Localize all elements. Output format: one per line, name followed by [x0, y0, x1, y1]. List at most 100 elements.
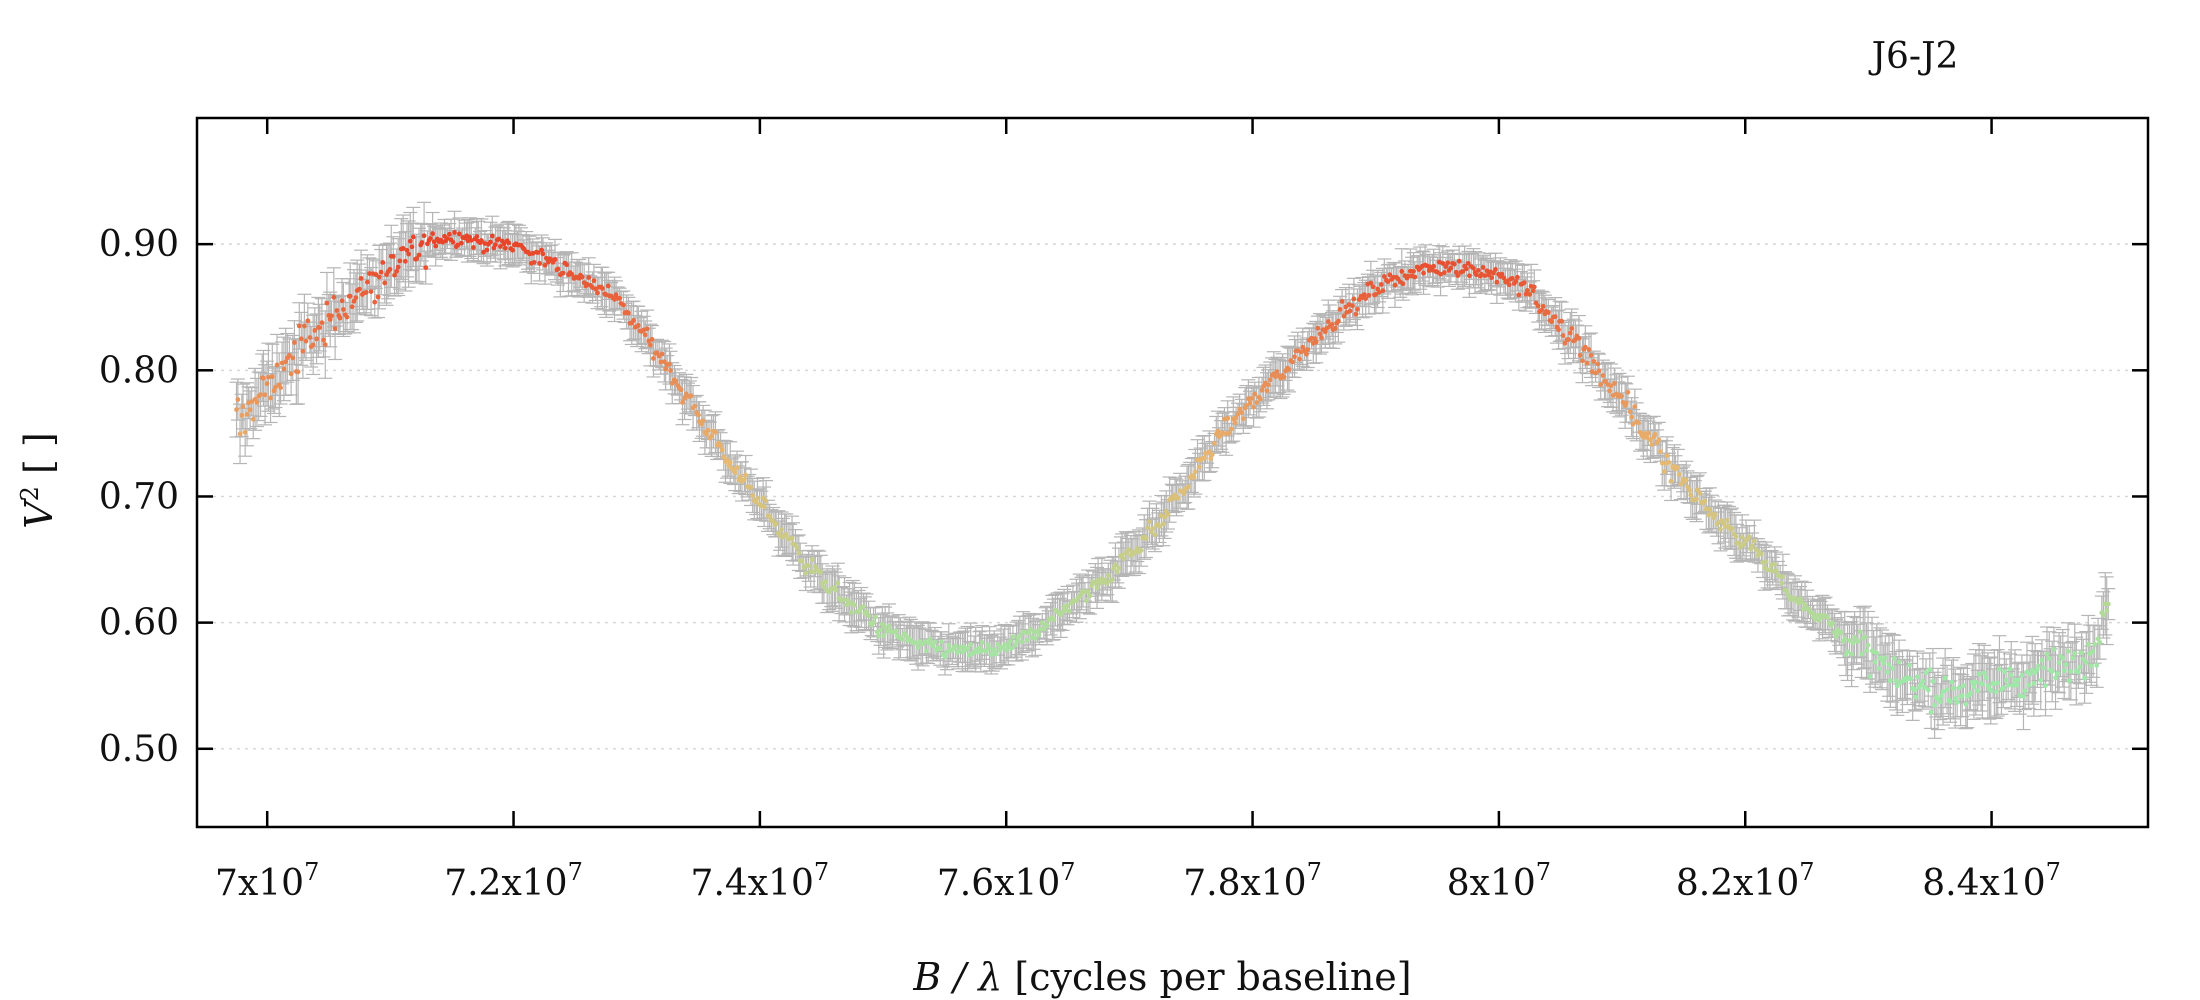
data-point [1007, 639, 1013, 644]
data-point [353, 295, 359, 301]
data-point [1896, 659, 1902, 665]
data-point [286, 352, 292, 358]
data-point [1802, 602, 1808, 608]
data-point [635, 322, 641, 328]
x-tick-label: 7.2x107 [444, 858, 583, 904]
data-point [425, 241, 430, 247]
data-point [709, 433, 715, 439]
x-tick-label-exp: 7 [814, 858, 829, 886]
x-tick-label: 7.8x107 [1183, 858, 1322, 904]
data-point [1012, 642, 1018, 648]
data-point [1997, 666, 2002, 672]
data-point [899, 636, 905, 642]
data-point [600, 286, 605, 291]
data-point [2041, 665, 2047, 671]
data-point [1881, 660, 1887, 666]
data-point [489, 233, 495, 239]
x-tick-label-exp: 7 [2046, 858, 2061, 886]
data-point [387, 266, 393, 272]
data-points [234, 230, 2111, 715]
data-point [1225, 416, 1231, 421]
data-point [1549, 319, 1555, 325]
data-point [2066, 678, 2072, 684]
data-point [502, 245, 508, 251]
data-point [1645, 430, 1651, 436]
data-point [1456, 258, 1462, 264]
data-point [1849, 651, 1854, 657]
data-point [1464, 266, 1469, 272]
data-point [631, 317, 636, 323]
data-point [450, 239, 456, 245]
data-point [1983, 675, 1989, 681]
data-point [721, 454, 727, 460]
data-point [378, 269, 384, 275]
data-point [579, 274, 585, 280]
x-tick-label-exp: 7 [568, 858, 583, 886]
data-point [264, 381, 270, 387]
data-point [682, 395, 687, 401]
data-point [613, 292, 619, 298]
data-point [732, 470, 738, 476]
data-point [812, 564, 818, 569]
data-point [288, 371, 294, 377]
data-point [1451, 261, 1457, 267]
data-point [539, 247, 545, 253]
data-point [357, 286, 362, 292]
data-point [939, 639, 944, 645]
data-point [2082, 675, 2087, 681]
data-point [1036, 632, 1042, 638]
data-point [987, 646, 992, 652]
data-point [1370, 284, 1376, 290]
data-point [932, 639, 938, 645]
data-point [1337, 307, 1343, 312]
data-point [1949, 679, 1955, 685]
data-point [444, 236, 450, 241]
data-point [428, 235, 433, 241]
y-tick-label: 0.90 [99, 224, 179, 265]
data-point [540, 251, 546, 257]
data-point [2075, 669, 2081, 675]
data-point [1772, 562, 1778, 567]
data-point [727, 460, 733, 465]
data-point [1975, 688, 1981, 694]
data-point [1918, 682, 1924, 688]
data-point [591, 278, 597, 284]
data-point [1467, 273, 1472, 279]
data-point [273, 384, 278, 390]
data-point [2021, 694, 2026, 699]
data-point [1857, 629, 1863, 635]
data-point [1685, 484, 1690, 490]
data-point [1368, 280, 1374, 286]
data-point [1267, 377, 1273, 383]
data-point [274, 362, 280, 368]
data-point [1354, 306, 1360, 312]
data-point [1785, 592, 1791, 598]
data-point [1612, 381, 1618, 386]
data-point [1718, 526, 1723, 532]
data-point [1925, 687, 1931, 693]
data-point [1865, 642, 1871, 648]
data-point [1138, 548, 1144, 553]
data-point [783, 532, 789, 538]
data-point [1746, 534, 1752, 540]
data-point [1567, 330, 1573, 336]
data-point [2097, 640, 2103, 645]
data-point [1116, 565, 1122, 571]
data-point [658, 359, 664, 365]
data-point [705, 427, 711, 433]
data-point [1913, 694, 1919, 700]
data-point [803, 570, 809, 576]
data-point [659, 351, 665, 357]
data-point [488, 239, 493, 245]
data-point [719, 447, 725, 453]
data-point [991, 647, 997, 652]
x-axis-label-var: B / λ [912, 955, 1002, 999]
data-point [1695, 487, 1701, 493]
data-point [995, 642, 1001, 648]
data-point [1494, 279, 1500, 285]
data-point [298, 336, 304, 342]
data-point [1343, 304, 1349, 310]
data-point [295, 369, 301, 375]
data-point [1339, 298, 1345, 304]
data-point [300, 348, 306, 354]
